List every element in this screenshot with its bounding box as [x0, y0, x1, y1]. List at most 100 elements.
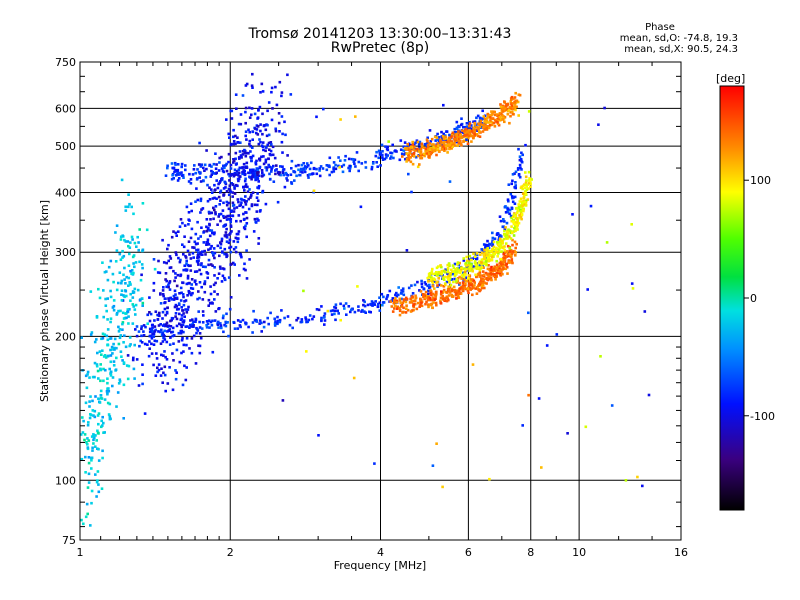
data-point	[468, 265, 472, 268]
data-point	[91, 446, 94, 450]
data-point	[172, 294, 176, 298]
data-point	[170, 316, 174, 320]
data-point	[289, 93, 293, 96]
data-point	[281, 171, 285, 174]
data-point	[489, 116, 492, 119]
data-point	[112, 360, 116, 363]
data-point	[489, 268, 493, 272]
data-point	[135, 358, 139, 361]
data-point	[174, 369, 177, 372]
data-point	[233, 327, 237, 330]
data-point	[233, 263, 236, 266]
data-point	[159, 302, 163, 305]
data-point	[106, 391, 109, 394]
data-point	[217, 320, 220, 324]
data-point	[131, 303, 135, 306]
data-point	[234, 236, 238, 240]
data-point	[154, 310, 158, 313]
data-point	[427, 280, 430, 283]
data-point	[337, 312, 340, 315]
data-point	[137, 384, 141, 387]
data-point	[268, 178, 272, 181]
data-point	[270, 166, 274, 169]
data-point	[468, 269, 471, 273]
data-point	[191, 318, 194, 321]
data-point	[419, 290, 423, 293]
data-point	[333, 305, 336, 309]
data-point	[513, 186, 516, 189]
data-point	[315, 115, 318, 119]
data-point	[503, 115, 507, 119]
data-point	[352, 160, 356, 163]
data-point	[119, 238, 123, 241]
data-point	[446, 267, 450, 270]
data-point	[101, 261, 104, 264]
data-point	[208, 198, 212, 201]
colorbar	[719, 85, 745, 511]
data-point	[493, 237, 497, 241]
data-point	[455, 272, 458, 276]
data-point	[511, 200, 515, 204]
data-point	[244, 183, 248, 186]
data-point	[493, 118, 497, 122]
data-point	[119, 309, 122, 313]
data-point	[297, 168, 300, 172]
data-point	[213, 274, 216, 277]
data-point	[118, 336, 122, 340]
data-point	[514, 229, 517, 233]
data-point	[174, 231, 178, 235]
data-point	[132, 356, 135, 360]
data-point	[473, 284, 476, 287]
data-point	[339, 302, 342, 306]
data-point	[510, 95, 514, 99]
data-point	[115, 224, 119, 227]
data-point	[176, 169, 179, 173]
data-point	[236, 136, 239, 139]
data-point	[161, 289, 165, 292]
data-point	[237, 179, 240, 183]
data-point	[439, 284, 443, 287]
data-point	[159, 342, 163, 345]
data-point	[401, 301, 405, 304]
data-point	[442, 269, 445, 273]
data-point	[177, 230, 180, 233]
data-point	[225, 200, 229, 204]
data-point	[97, 447, 100, 451]
data-point	[140, 273, 143, 277]
data-point	[199, 272, 203, 276]
data-point	[102, 379, 105, 383]
data-point	[280, 309, 283, 312]
data-point	[245, 138, 248, 141]
data-point	[84, 515, 88, 519]
data-point	[456, 261, 460, 264]
data-point	[254, 127, 257, 130]
data-point	[462, 275, 466, 279]
data-point	[257, 108, 260, 111]
data-point	[168, 280, 172, 283]
data-point	[420, 153, 423, 157]
data-point	[164, 355, 167, 359]
data-point	[417, 147, 421, 151]
data-point	[232, 158, 235, 161]
data-point	[461, 284, 465, 288]
data-point	[455, 278, 458, 281]
data-point	[360, 310, 363, 313]
data-point	[420, 145, 424, 149]
data-point	[238, 166, 242, 170]
data-point	[166, 164, 169, 168]
data-point	[182, 245, 186, 249]
data-point	[117, 325, 120, 329]
data-point	[123, 295, 126, 299]
data-point	[98, 401, 102, 404]
data-point	[117, 342, 121, 346]
data-point	[213, 251, 217, 255]
data-point	[219, 191, 222, 194]
data-point	[586, 288, 589, 291]
data-point	[252, 309, 255, 313]
data-point	[468, 258, 471, 261]
data-point	[506, 207, 510, 211]
data-point	[132, 254, 136, 257]
data-point	[491, 231, 494, 235]
data-point	[246, 185, 249, 189]
data-point	[512, 220, 515, 223]
